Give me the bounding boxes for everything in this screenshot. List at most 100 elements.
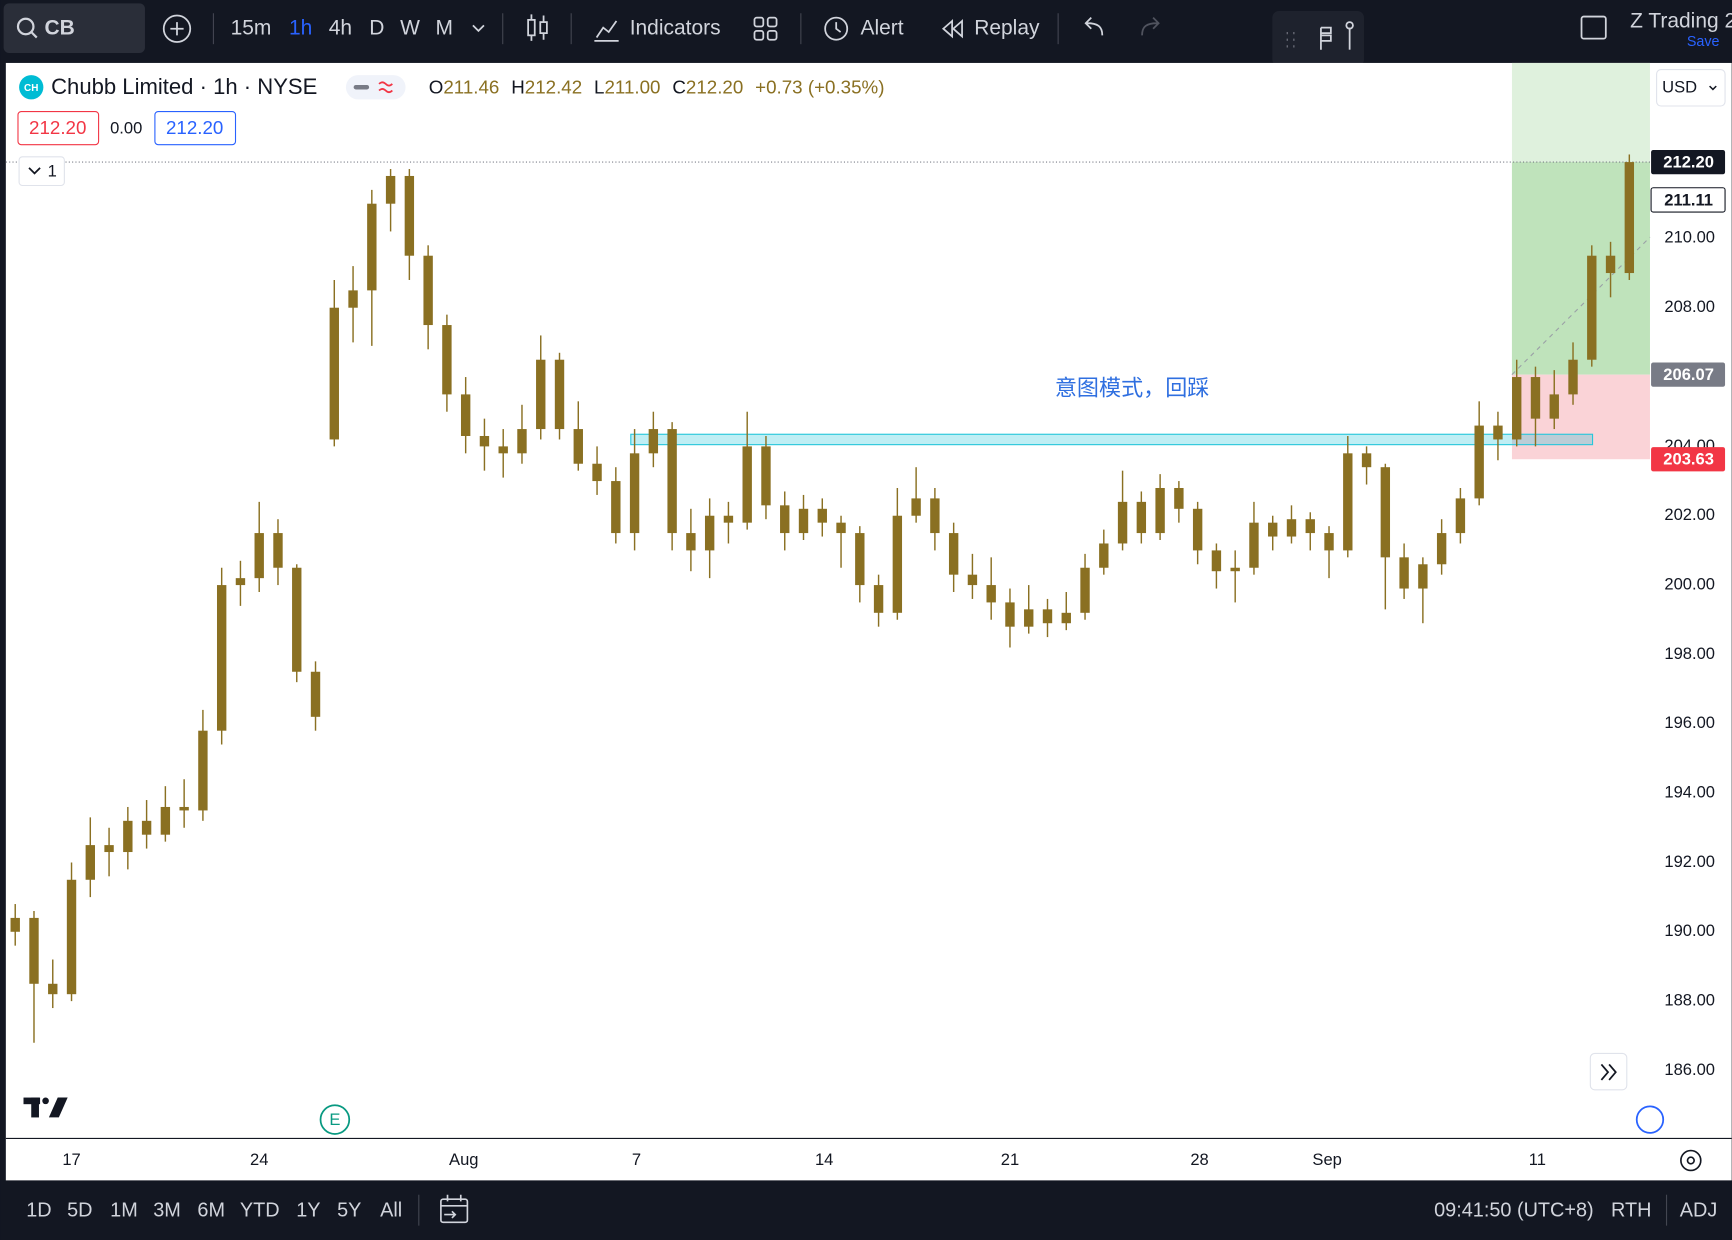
undo-button[interactable] <box>1084 17 1104 36</box>
interval-active[interactable]: 1h <box>289 16 312 39</box>
collapse-button[interactable] <box>18 156 65 187</box>
compare-button[interactable] <box>162 14 192 43</box>
templates-button[interactable] <box>753 16 778 41</box>
open-value: 211.46 <box>443 76 499 97</box>
alert-icon <box>824 16 849 41</box>
redo-button[interactable] <box>1141 17 1160 36</box>
candle-body <box>198 730 208 811</box>
range-button[interactable]: 1M <box>110 1200 138 1222</box>
spread: 0.00 <box>110 119 142 138</box>
y-tick-label: 198.00 <box>1664 644 1715 663</box>
candle-body <box>686 533 696 551</box>
bottom-bar: 1D 5D 1M 3M 6M YTD 1Y 5Y All 09:41:50 (U… <box>26 1194 1718 1226</box>
range-button[interactable]: 1D <box>26 1200 51 1222</box>
candle-body <box>235 578 246 586</box>
range-button[interactable]: 5Y <box>337 1200 361 1222</box>
candle-body <box>1568 359 1578 395</box>
clock[interactable]: 09:41:50 (UTC+8) <box>1434 1200 1594 1222</box>
chevron <box>1600 1063 1617 1081</box>
candle-body <box>48 983 58 995</box>
candle-body <box>479 435 490 447</box>
high-label: H <box>511 76 525 97</box>
candle-body <box>629 453 640 534</box>
interval-dropdown[interactable] <box>472 24 485 33</box>
range-button[interactable]: 5D <box>67 1200 92 1222</box>
earnings-label: E <box>329 1110 340 1129</box>
candle-body <box>123 820 133 853</box>
y-tick-label: 210.00 <box>1664 228 1715 247</box>
candle-body <box>1286 519 1297 537</box>
candle-body <box>780 505 790 534</box>
layout-name[interactable]: Z Trading 2 <box>1630 10 1732 33</box>
candle-body <box>911 498 921 516</box>
candle-body <box>385 175 396 204</box>
symbol: CB <box>44 16 74 39</box>
session-button[interactable]: RTH <box>1611 1200 1651 1222</box>
range-button[interactable]: 6M <box>197 1200 225 1222</box>
x-tick-label: Aug <box>449 1150 478 1169</box>
candle-body <box>742 446 752 523</box>
tool-icon <box>1345 21 1354 30</box>
candle-body <box>1192 508 1203 551</box>
candle-body <box>1155 487 1165 534</box>
replay-icon <box>941 19 963 39</box>
chart-type-button[interactable] <box>527 14 548 41</box>
candle-body <box>254 533 264 579</box>
candle-body <box>141 820 152 835</box>
x-tick-label: 21 <box>1001 1150 1019 1169</box>
range-button[interactable]: 1Y <box>296 1200 320 1222</box>
settings-button[interactable] <box>1680 1149 1702 1172</box>
candle-body <box>1455 498 1466 534</box>
y-tick-label: 194.00 <box>1664 782 1715 801</box>
x-tick-label: 28 <box>1190 1150 1208 1169</box>
indicators-icon <box>594 20 619 42</box>
drag-handle[interactable] <box>1286 32 1295 48</box>
support-zone <box>630 433 1594 446</box>
go-to-date[interactable] <box>440 1194 469 1224</box>
range-button[interactable]: All <box>380 1200 402 1222</box>
candle-body <box>1587 255 1597 360</box>
ask-price: 212.20 <box>166 117 223 138</box>
buy-button[interactable] <box>154 110 237 146</box>
x-tick-label: 24 <box>250 1150 268 1169</box>
symbol-search[interactable] <box>3 3 145 54</box>
candle-body <box>160 806 171 835</box>
candle-body <box>1117 501 1128 544</box>
currency-button[interactable] <box>1656 69 1726 107</box>
candle-body <box>855 533 865 586</box>
candle-body <box>1512 377 1522 440</box>
candle-body <box>1230 567 1240 572</box>
save-button[interactable]: Save <box>1687 34 1720 50</box>
x-tick-label: 14 <box>815 1150 833 1169</box>
y-tick-label: 186.00 <box>1664 1060 1715 1079</box>
dividend-badge[interactable] <box>1635 1105 1665 1134</box>
candle-body <box>1174 487 1184 509</box>
earnings-badge[interactable] <box>319 1104 351 1135</box>
interval[interactable]: W <box>400 16 420 39</box>
layout-button[interactable] <box>1580 15 1607 40</box>
search-icon <box>16 17 35 36</box>
interval[interactable]: 4h <box>329 16 352 39</box>
indicators-button[interactable]: Indicators <box>630 16 721 39</box>
replay-button[interactable]: Replay <box>974 16 1040 39</box>
candle-body <box>554 359 565 430</box>
interval[interactable]: D <box>369 16 384 39</box>
interval[interactable]: M <box>435 16 452 39</box>
alert-icon <box>835 22 842 33</box>
top-toolbar: CB 15m 1h 4h D W M Indicators Alert Repl… <box>3 3 1732 67</box>
tool-icon[interactable] <box>1320 26 1332 50</box>
candle-body <box>1380 467 1391 558</box>
y-tick-label: 208.00 <box>1664 297 1715 316</box>
range-button[interactable]: 3M <box>153 1200 181 1222</box>
open-label: O <box>429 76 444 97</box>
candle-body <box>1080 567 1090 613</box>
x-tick-label: Sep <box>1312 1150 1341 1169</box>
sell-button[interactable] <box>17 110 100 146</box>
status-pill[interactable] <box>345 75 406 100</box>
alert-button[interactable]: Alert <box>860 16 903 39</box>
range-button[interactable]: YTD <box>240 1200 280 1222</box>
candle-body <box>179 806 189 811</box>
adjust-button[interactable]: ADJ <box>1680 1200 1718 1222</box>
interval[interactable]: 15m <box>231 16 272 39</box>
